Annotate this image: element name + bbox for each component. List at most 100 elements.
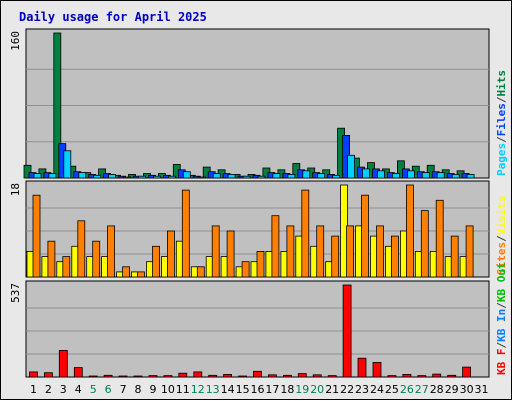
bar-visits-sites-day-15 (241, 261, 250, 278)
x-tick-label: 12 (191, 383, 205, 396)
x-tick-label: 28 (430, 383, 444, 396)
x-tick-label: 9 (150, 383, 157, 396)
legend-entry: / (495, 235, 508, 242)
panel-visits: 18 Sites/Visits (9, 180, 508, 278)
bar-visits-sites-day-26 (405, 184, 414, 278)
bar-hits-pages-day-8 (138, 175, 146, 179)
bar-visits-sites-day-2 (47, 240, 56, 278)
bar-visits-sites-day-12 (196, 266, 205, 278)
panel-kbytes-legend: KB F/KB In/KB Out (495, 262, 508, 375)
bar-visits-sites-day-30 (465, 225, 474, 278)
bar-hits-pages-day-5 (93, 174, 102, 179)
bar-visits-sites-day-24 (376, 225, 384, 278)
x-tick-label: 20 (310, 383, 324, 396)
panel-kbytes-axis-max-label: 537 (9, 283, 22, 303)
bar-hits-hits-day-1 (23, 164, 32, 179)
bar-kbytes-kb-f-day-30 (462, 366, 472, 378)
bar-visits-sites-day-23 (361, 194, 369, 278)
x-tick-label: 14 (221, 383, 235, 396)
bar-visits-sites-day-27 (420, 210, 429, 278)
x-tick-label: 5 (90, 383, 97, 396)
x-tick-label: 31 (475, 383, 489, 396)
bar-visits-sites-day-1 (32, 194, 41, 278)
bar-visits-sites-day-18 (286, 225, 295, 278)
x-tick-label: 24 (370, 383, 384, 396)
bar-kbytes-kb-f-day-25 (387, 375, 397, 378)
bar-kbytes-kb-f-day-18 (282, 374, 292, 378)
x-tick-label: 3 (60, 383, 67, 396)
panel-hits-axis-max-label: 160 (9, 31, 22, 51)
bar-hits-pages-day-17 (272, 173, 281, 179)
bar-visits-sites-day-3 (62, 256, 71, 278)
legend-entry: KB F (495, 349, 508, 376)
bar-visits-sites-day-21 (331, 235, 340, 278)
bar-hits-pages-day-27 (421, 172, 430, 179)
legend-entry: Pages (495, 143, 508, 176)
bar-kbytes-kb-f-day-10 (163, 375, 173, 378)
x-tick-label: 16 (251, 383, 265, 396)
bar-hits-pages-day-26 (406, 170, 415, 179)
bar-visits-sites-day-22 (346, 225, 355, 278)
chart-title: Daily usage for April 2025 (19, 10, 207, 24)
bar-kbytes-kb-f-day-8 (133, 375, 143, 378)
x-tick-label: 1 (30, 383, 37, 396)
bar-visits-sites-day-16 (256, 250, 265, 278)
bar-hits-pages-day-20 (317, 173, 326, 179)
bar-kbytes-kb-f-day-17 (267, 374, 277, 378)
legend-entry: KB In (495, 309, 508, 342)
legend-entry: Hits (495, 70, 508, 97)
bar-hits-pages-day-12 (197, 176, 206, 179)
bar-visits-sites-day-10 (166, 230, 175, 278)
bar-kbytes-kb-f-day-22 (342, 284, 352, 378)
bar-kbytes-kb-f-day-2 (44, 372, 53, 378)
bar-kbytes-kb-f-day-11 (178, 372, 188, 378)
bar-kbytes-kb-f-day-29 (447, 374, 457, 378)
legend-entry: / (495, 302, 508, 309)
bar-kbytes-kb-f-day-9 (148, 375, 158, 378)
x-tick-label: 6 (105, 383, 112, 396)
bar-hits-pages-day-18 (287, 173, 296, 179)
bar-kbytes-kb-f-day-1 (29, 371, 38, 378)
x-tick-label: 19 (295, 383, 309, 396)
bar-visits-sites-day-6 (107, 225, 115, 278)
x-tick-label: 4 (75, 383, 82, 396)
bar-kbytes-kb-f-day-16 (253, 370, 262, 378)
bar-visits-sites-day-9 (152, 245, 160, 278)
bar-visits-sites-day-19 (301, 189, 310, 278)
x-tick-label: 7 (120, 383, 127, 396)
bar-visits-sites-day-17 (271, 215, 280, 278)
bar-hits-pages-day-23 (362, 168, 370, 179)
bar-hits-pages-day-22 (347, 154, 356, 179)
bar-kbytes-kb-f-day-27 (417, 375, 427, 378)
bar-kbytes-kb-f-day-20 (312, 374, 322, 378)
bar-visits-sites-day-25 (390, 235, 399, 278)
bar-hits-pages-day-11 (182, 171, 191, 179)
bar-kbytes-kb-f-day-26 (402, 373, 412, 378)
bar-hits-pages-day-10 (167, 175, 176, 179)
bar-hits-pages-day-29 (451, 173, 460, 179)
bar-hits-pages-day-3 (63, 150, 72, 179)
bar-hits-pages-day-30 (466, 173, 475, 179)
x-tick-label: 10 (161, 383, 175, 396)
bar-kbytes-kb-f-day-23 (357, 357, 367, 378)
bar-hits-pages-day-16 (257, 175, 266, 179)
x-tick-label: 17 (265, 383, 279, 396)
bar-kbytes-kb-f-day-21 (327, 375, 337, 378)
x-tick-label: 8 (135, 383, 142, 396)
panel-visits-legend: Sites/Visits (495, 196, 508, 276)
bar-hits-pages-day-21 (332, 174, 341, 179)
bar-hits-pages-day-15 (242, 175, 251, 179)
bar-hits-pages-day-1 (33, 173, 42, 179)
bar-visits-sites-day-29 (450, 235, 459, 278)
bar-kbytes-kb-f-day-28 (432, 373, 442, 378)
legend-entry: Sites (495, 242, 508, 275)
legend-entry: KB Out (495, 262, 508, 302)
bar-visits-sites-day-20 (316, 225, 325, 278)
bar-kbytes-kb-f-day-12 (193, 371, 203, 378)
bar-hits-hits-day-3 (53, 32, 62, 179)
bar-visits-sites-day-28 (435, 199, 444, 278)
legend-entry: Files (495, 103, 508, 136)
